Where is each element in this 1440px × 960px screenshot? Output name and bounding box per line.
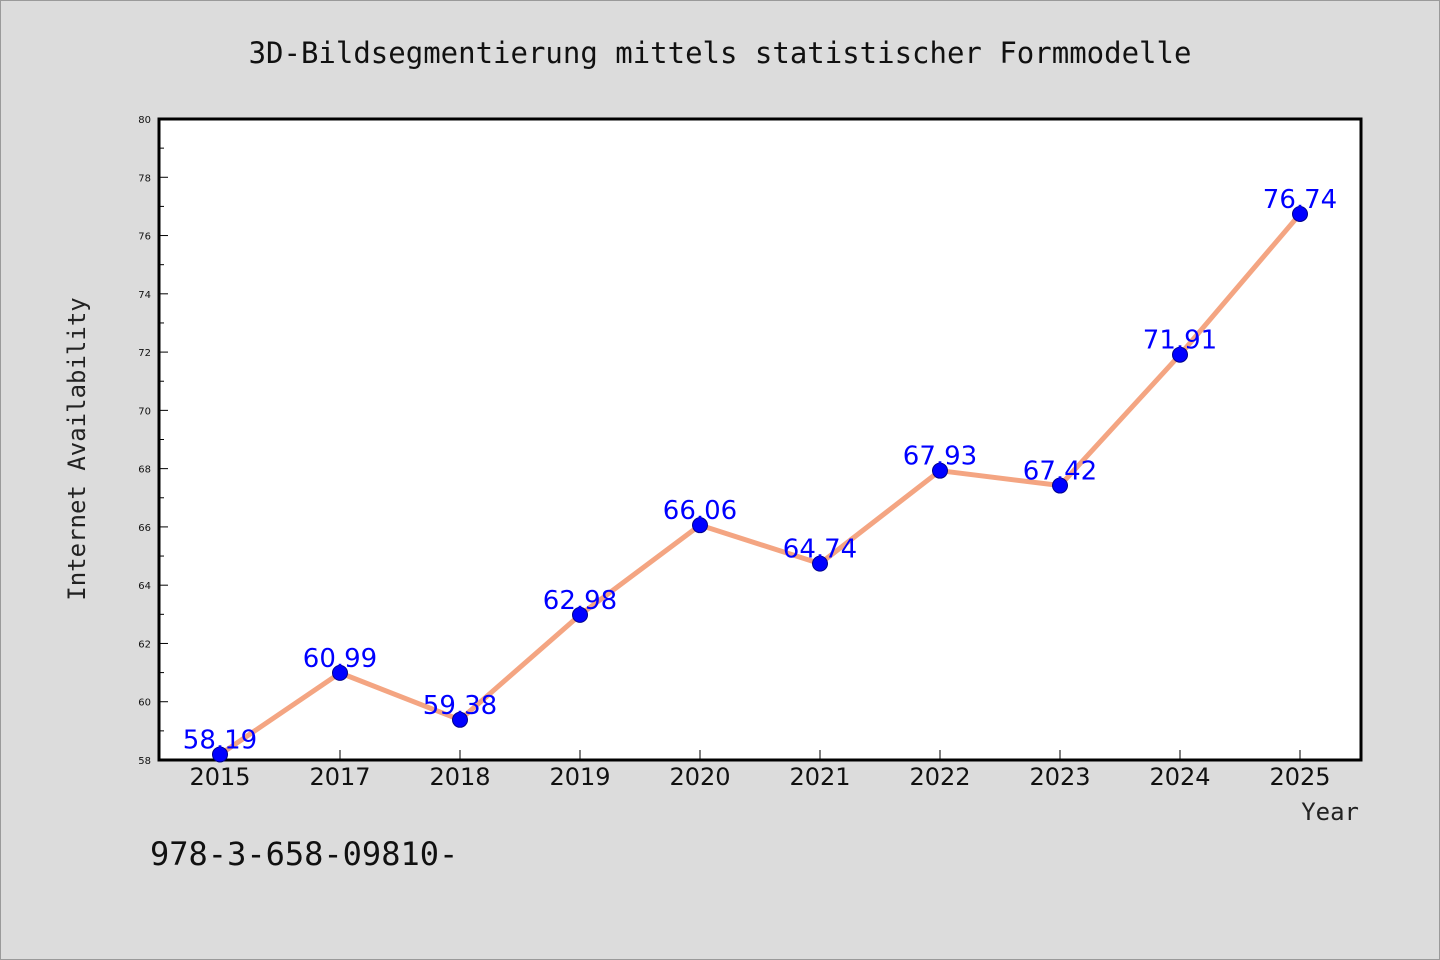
y-tick-label: 78 [138, 173, 151, 184]
x-axis-label: Year [1301, 798, 1359, 826]
data-point [332, 664, 348, 681]
x-tick-label: 2022 [909, 763, 970, 791]
data-point [1292, 205, 1308, 222]
y-tick-label: 66 [138, 523, 151, 534]
y-tick-label: 60 [138, 698, 151, 709]
data-label: 58.19 [183, 725, 257, 755]
series-line [218, 212, 1302, 757]
data-label: 60.99 [303, 644, 377, 674]
x-tick-label: 2019 [549, 763, 610, 791]
plot-area [157, 117, 1363, 762]
data-point [812, 555, 828, 572]
data-point [692, 517, 708, 534]
x-tick-label: 2025 [1269, 763, 1330, 791]
data-label: 67.42 [1023, 457, 1097, 487]
x-axis: 2015 2017 2018 2019 2020 2021 2022 2023 2024 2025 [189, 750, 1331, 791]
y-axis-label: Internet Availability [63, 297, 91, 600]
y-tick-label: 70 [138, 406, 151, 417]
data-label: 76.74 [1263, 185, 1337, 215]
data-label: 67.93 [903, 442, 977, 472]
y-tick-label: 74 [138, 290, 151, 301]
x-tick-label: 2017 [309, 763, 370, 791]
data-point [212, 746, 228, 763]
y-tick-label: 68 [138, 465, 151, 476]
data-label: 62.98 [543, 586, 617, 616]
x-tick-label: 2018 [429, 763, 490, 791]
data-label: 71.91 [1143, 326, 1217, 356]
x-tick-label: 2020 [669, 763, 730, 791]
data-point [1172, 346, 1188, 363]
data-point [572, 606, 588, 623]
y-tick-label: 72 [138, 348, 151, 359]
y-axis: 58 60 62 64 66 68 70 72 74 76 78 80 [138, 115, 168, 767]
series: 58.19 60.99 59.38 62.98 66.06 64.74 67.93 67.42… [183, 185, 1337, 763]
data-point [932, 462, 948, 479]
y-tick-label: 62 [138, 639, 151, 650]
x-tick-label: 2015 [189, 763, 250, 791]
x-tick-label: 2023 [1029, 763, 1090, 791]
data-label: 59.38 [423, 691, 497, 721]
data-label: 66.06 [663, 496, 737, 526]
y-tick-label: 80 [138, 115, 151, 126]
x-tick-label: 2024 [1149, 763, 1210, 791]
x-tick-label: 2021 [789, 763, 850, 791]
chart-title: 3D-Bildsegmentierung mittels statistisch… [249, 36, 1192, 70]
y-tick-label: 64 [138, 581, 151, 592]
y-tick-label: 58 [138, 756, 151, 767]
y-tick-label: 76 [138, 232, 151, 243]
footnote-text: 978-3-658-09810- [150, 835, 458, 873]
data-point [1052, 477, 1068, 494]
data-label: 64.74 [783, 535, 857, 565]
data-point [452, 711, 468, 728]
